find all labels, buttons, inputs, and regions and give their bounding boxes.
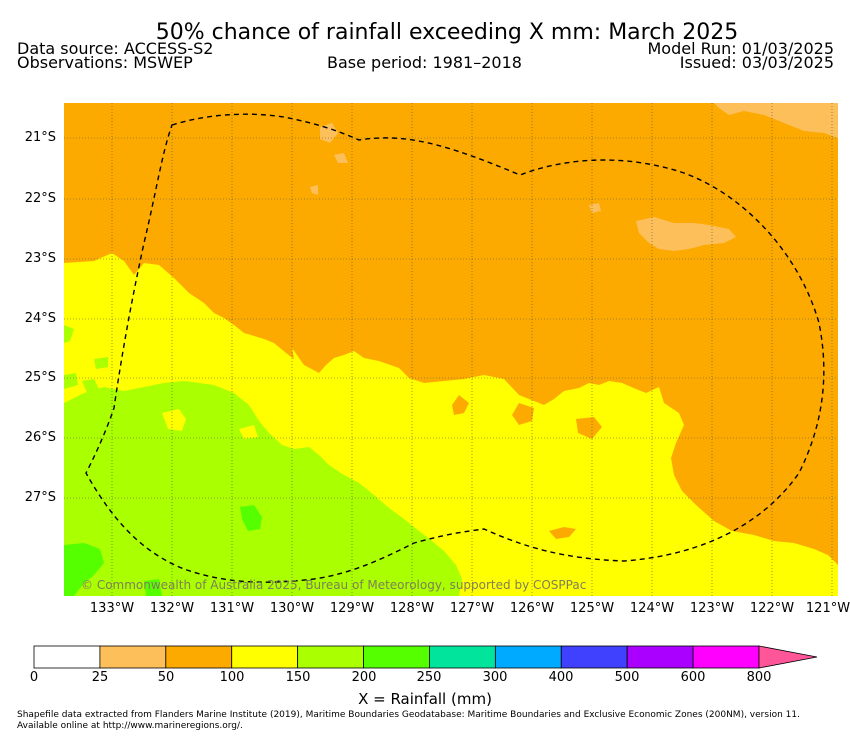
lat-label: 22°S bbox=[24, 191, 56, 206]
colorbar bbox=[33, 645, 818, 669]
rainfall-map bbox=[64, 103, 838, 596]
colorbar-cell bbox=[626, 645, 694, 669]
region-150-200mm bbox=[64, 381, 462, 596]
data-source: Data source: ACCESS-S2 bbox=[17, 39, 214, 58]
colorbar-cell bbox=[363, 645, 430, 669]
colorbar-tick: 400 bbox=[548, 670, 574, 685]
footnote: Shapefile data extracted from Flanders M… bbox=[17, 710, 800, 731]
colorbar-cell bbox=[231, 645, 299, 669]
maritime-boundary bbox=[85, 113, 825, 583]
colorbar-cell bbox=[33, 645, 101, 669]
colorbar-tick: 100 bbox=[219, 670, 245, 685]
lon-label: 128°W bbox=[389, 601, 435, 616]
colorbar-cell bbox=[99, 645, 167, 669]
lat-label: 24°S bbox=[24, 311, 56, 326]
colorbar-tick: 50 bbox=[157, 670, 175, 685]
colorbar-cell bbox=[165, 645, 233, 669]
copyright-notice: © Commonwealth of Australia 2025, Bureau… bbox=[81, 578, 587, 592]
colorbar-tick: 600 bbox=[680, 670, 706, 685]
region-200-250mm bbox=[64, 543, 104, 596]
lat-label: 25°S bbox=[24, 370, 56, 385]
lon-label: 132°W bbox=[149, 601, 195, 616]
colorbar-extend-arrow bbox=[758, 645, 818, 669]
colorbar-tick: 800 bbox=[746, 670, 772, 685]
lon-label: 122°W bbox=[749, 601, 795, 616]
lon-label: 127°W bbox=[449, 601, 495, 616]
colorbar-cell bbox=[297, 645, 364, 669]
colorbar-cell bbox=[494, 645, 562, 669]
lon-label: 131°W bbox=[209, 601, 255, 616]
base-period: Base period: 1981–2018 bbox=[327, 53, 522, 72]
lat-label: 27°S bbox=[24, 490, 56, 505]
observations: Observations: MSWEP bbox=[17, 53, 193, 72]
colorbar-cell bbox=[560, 645, 628, 669]
colorbar-label: X = Rainfall (mm) bbox=[358, 690, 492, 708]
colorbar-tick: 25 bbox=[91, 670, 109, 685]
lon-label: 125°W bbox=[569, 601, 615, 616]
lat-label: 21°S bbox=[24, 130, 56, 145]
colorbar-tick: 150 bbox=[285, 670, 311, 685]
lon-label: 129°W bbox=[329, 601, 375, 616]
lon-label: 123°W bbox=[689, 601, 735, 616]
issued-date: Issued: 03/03/2025 bbox=[679, 53, 834, 72]
colorbar-tick: 200 bbox=[351, 670, 377, 685]
lon-label: 126°W bbox=[509, 601, 555, 616]
lon-label: 124°W bbox=[629, 601, 675, 616]
lat-label: 26°S bbox=[24, 430, 56, 445]
lon-label: 130°W bbox=[269, 601, 315, 616]
colorbar-tick: 500 bbox=[614, 670, 640, 685]
colorbar-cell bbox=[692, 645, 760, 669]
lon-label: 133°W bbox=[89, 601, 135, 616]
model-run: Model Run: 01/03/2025 bbox=[647, 39, 835, 58]
colorbar-tick: 0 bbox=[29, 670, 39, 685]
colorbar-cell bbox=[429, 645, 496, 669]
lon-label: 121°W bbox=[805, 601, 850, 616]
colorbar-tick: 250 bbox=[416, 670, 442, 685]
colorbar-tick: 300 bbox=[482, 670, 508, 685]
map-title: 50% chance of rainfall exceeding X mm: M… bbox=[155, 20, 739, 45]
lat-label: 23°S bbox=[24, 251, 56, 266]
